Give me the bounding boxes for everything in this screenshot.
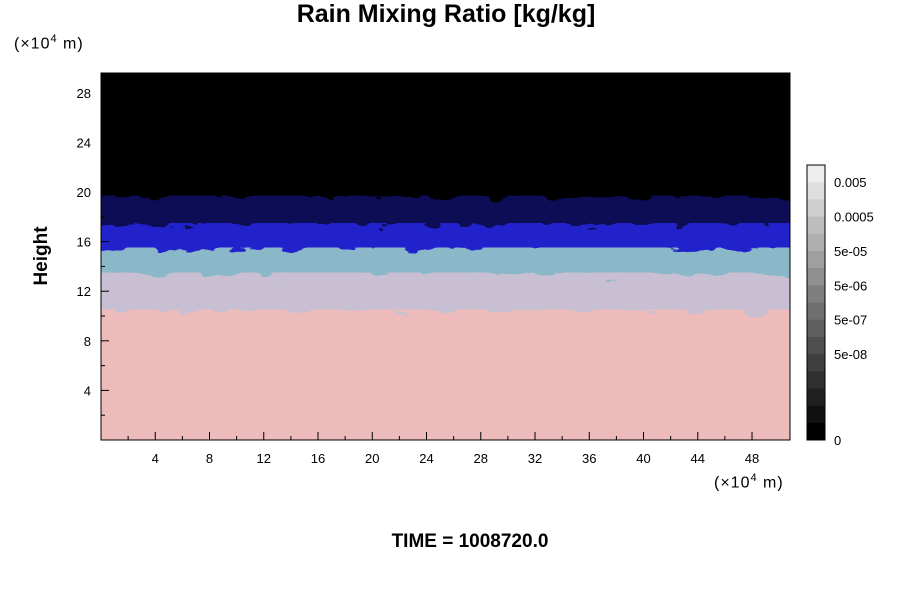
x-tick-label: 48: [745, 451, 759, 466]
colorbar-label: 0.0005: [834, 210, 874, 225]
y-tick-label: 24: [77, 135, 91, 150]
x-tick-label: 28: [474, 451, 488, 466]
colorbar-swatch: [807, 165, 825, 183]
y-tick-label: 28: [77, 86, 91, 101]
x-tick-label: 40: [636, 451, 650, 466]
y-tick-label: 12: [77, 284, 91, 299]
colorbar-swatch: [807, 371, 825, 389]
time-label: TIME = 1008720.0: [391, 531, 549, 552]
x-tick-label: 24: [419, 451, 433, 466]
field-layer: [101, 309, 790, 440]
colorbar-label: 0: [834, 433, 841, 448]
colorbar-label: 0.005: [834, 175, 867, 190]
colorbar-label: 5e-07: [834, 313, 867, 328]
colorbar-label: 5e-05: [834, 244, 867, 259]
colorbar-swatch: [807, 285, 825, 303]
x-tick-label: 4: [152, 451, 159, 466]
y-tick-label: 16: [77, 235, 91, 250]
y-unit-label: (×104 m): [14, 33, 84, 53]
x-unit-label: (×104 m): [714, 472, 784, 492]
colorbar-swatch: [807, 354, 825, 372]
colorbar-label: 5e-06: [834, 278, 867, 293]
colorbar-swatch: [807, 388, 825, 407]
colorbar-frame: [806, 164, 826, 441]
y-tick-label: 20: [77, 185, 91, 200]
colorbar-swatch: [807, 182, 825, 200]
colorbar-swatch: [807, 250, 825, 269]
colorbar-swatch: [807, 422, 825, 441]
y-tick-label: 4: [84, 383, 91, 398]
colorbar-label: 5e-08: [834, 347, 867, 362]
chart-title: Rain Mixing Ratio [kg/kg]: [296, 0, 596, 28]
plot-frame: [100, 72, 791, 441]
colorbar-swatch: [807, 199, 825, 218]
x-tick-label: 20: [365, 451, 379, 466]
colorbar-swatch: [807, 216, 825, 235]
colorbar-swatch: [807, 233, 825, 252]
x-tick-label: 32: [528, 451, 542, 466]
x-tick-label: 16: [311, 451, 325, 466]
y-tick-label: 8: [84, 334, 91, 349]
x-tick-label: 44: [691, 451, 705, 466]
colorbar-swatch: [807, 336, 825, 355]
colorbar-swatch: [807, 319, 825, 338]
x-tick-label: 12: [257, 451, 271, 466]
x-tick-label: 36: [582, 451, 596, 466]
colorbar-swatch: [807, 268, 825, 286]
colorbar-swatch: [807, 302, 825, 321]
x-tick-label: 8: [206, 451, 213, 466]
colorbar-swatch: [807, 405, 825, 424]
